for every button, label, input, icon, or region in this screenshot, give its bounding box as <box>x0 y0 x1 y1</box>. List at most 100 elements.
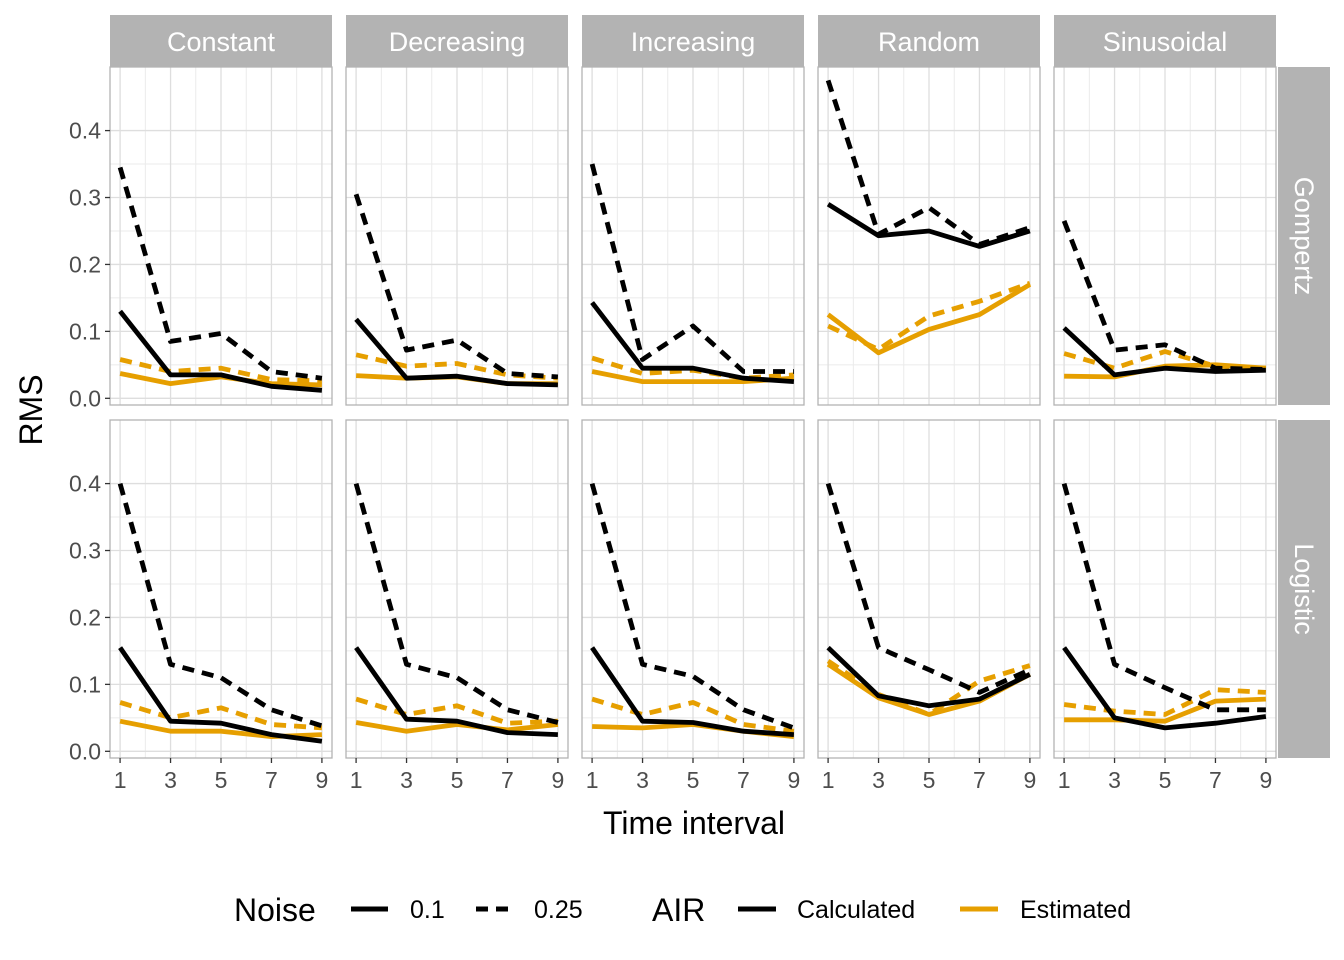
x-tick-label: 9 <box>316 767 329 793</box>
strip-gompertz <box>1278 67 1330 405</box>
y-axis-title: RMS <box>13 374 49 445</box>
series-line-calculated-noise-0.1 <box>590 301 795 384</box>
series-line-calculated-noise-0.1 <box>826 645 1031 709</box>
x-tick-label: 5 <box>687 767 700 793</box>
strip-increasing <box>582 15 804 67</box>
panel-border <box>109 66 333 406</box>
x-tick-label: 3 <box>164 767 177 793</box>
legend-noise-title: Noise <box>234 892 316 928</box>
series-line-calculated-noise-0.1 <box>1062 326 1266 378</box>
series-line-calculated-noise-0.1 <box>826 202 1031 249</box>
y-tick-label: 0.1 <box>69 671 101 697</box>
x-tick-label: 3 <box>636 767 649 793</box>
x-tick-label: 1 <box>114 767 127 793</box>
strip-label-random: Random <box>878 27 980 57</box>
series-line-calculated-noise-0.1 <box>590 646 795 737</box>
y-tick-label: 0.3 <box>69 185 101 211</box>
x-tick-label: 1 <box>586 767 599 793</box>
x-tick-label: 9 <box>1260 767 1273 793</box>
panel-border <box>817 66 1041 406</box>
series-line-calculated-noise-0.25 <box>1061 482 1266 713</box>
y-tick-label: 0.2 <box>69 251 101 277</box>
panel-logistic-decreasing <box>345 419 569 759</box>
y-tick-label: 0.0 <box>69 738 101 764</box>
series-line-calculated-noise-0.25 <box>353 193 559 380</box>
strip-label-sinusoidal: Sinusoidal <box>1103 27 1228 57</box>
strip-sinusoidal <box>1054 15 1276 67</box>
panel-border <box>581 66 805 406</box>
series-line-estimated-noise-0.25 <box>355 352 559 381</box>
x-tick-label: 7 <box>973 767 986 793</box>
x-tick-label: 7 <box>1209 767 1222 793</box>
panel-gompertz-sinusoidal <box>1053 66 1277 406</box>
series-line-estimated-noise-0.25 <box>827 280 1031 352</box>
strip-label-gompertz: Gompertz <box>1289 177 1319 296</box>
y-tick-label: 0.4 <box>69 118 101 144</box>
legend-air-title: AIR <box>652 892 705 928</box>
series-line-estimated-noise-0.1 <box>826 282 1032 356</box>
strip-label-logistic: Logistic <box>1289 543 1319 635</box>
legend-noise-label-0.25: 0.25 <box>534 896 583 924</box>
series-line-calculated-noise-0.25 <box>117 482 323 729</box>
y-tick-label: 0.3 <box>69 538 101 564</box>
x-axis-title: Time interval <box>603 805 785 841</box>
x-tick-label: 5 <box>451 767 464 793</box>
series-line-calculated-noise-0.25 <box>117 166 323 381</box>
x-tick-label: 9 <box>788 767 801 793</box>
series-line-estimated-noise-0.25 <box>119 357 322 384</box>
strip-logistic <box>1278 420 1330 758</box>
panel-logistic-increasing <box>581 419 805 759</box>
strip-label-increasing: Increasing <box>631 27 756 57</box>
strip-decreasing <box>346 15 568 67</box>
y-tick-label: 0.4 <box>69 471 101 497</box>
panel-gompertz-decreasing <box>345 66 569 406</box>
x-tick-label: 9 <box>552 767 565 793</box>
x-tick-label: 3 <box>1108 767 1121 793</box>
series-line-calculated-noise-0.25 <box>589 163 794 374</box>
strip-label-constant: Constant <box>167 27 276 57</box>
series-line-calculated-noise-0.1 <box>118 309 323 393</box>
x-tick-label: 3 <box>400 767 413 793</box>
series-line-estimated-noise-0.25 <box>1063 349 1266 371</box>
series-line-estimated-noise-0.25 <box>826 658 1031 717</box>
series-line-estimated-noise-0.25 <box>591 696 795 734</box>
x-tick-label: 5 <box>215 767 228 793</box>
series-line-calculated-noise-0.25 <box>1061 220 1266 372</box>
strip-constant <box>110 15 332 67</box>
series-line-estimated-noise-0.25 <box>119 700 323 731</box>
x-tick-label: 3 <box>872 767 885 793</box>
x-tick-label: 5 <box>923 767 936 793</box>
y-tick-label: 0.2 <box>69 604 101 630</box>
legend: Noise 0.1 0.25 AIR Calculated Estimated <box>234 892 1131 928</box>
legend-air-label-calculated: Calculated <box>797 896 915 924</box>
series-line-calculated-noise-0.1 <box>354 317 558 388</box>
panel-gompertz-increasing <box>581 66 805 406</box>
panel-border <box>345 66 569 406</box>
x-tick-label: 1 <box>1058 767 1071 793</box>
x-tick-label: 7 <box>501 767 514 793</box>
panels: Constant Decreasing Increasing Random Sinuso… <box>109 15 1330 759</box>
series-line-estimated-noise-0.1 <box>1064 696 1266 724</box>
series-line-calculated-noise-0.25 <box>825 79 1031 247</box>
strip-random <box>818 15 1040 67</box>
series-line-calculated-noise-0.25 <box>353 482 559 725</box>
x-tick-label: 9 <box>1024 767 1037 793</box>
x-tick-label: 7 <box>737 767 750 793</box>
y-axis: 0.0 0.1 0.2 0.3 0.4 0.0 0.1 0.2 0.3 0.4 <box>69 118 110 764</box>
legend-air-label-estimated: Estimated <box>1020 896 1131 924</box>
panel-border <box>1053 66 1277 406</box>
panel-gompertz-random <box>817 66 1041 406</box>
y-tick-label: 0.1 <box>69 318 101 344</box>
x-tick-label: 5 <box>1159 767 1172 793</box>
series-line-estimated-noise-0.25 <box>1063 687 1267 717</box>
series-line-calculated-noise-0.1 <box>354 646 558 737</box>
x-tick-label: 1 <box>822 767 835 793</box>
panel-gompertz-constant <box>109 66 333 406</box>
x-tick-label: 7 <box>265 767 278 793</box>
strip-label-decreasing: Decreasing <box>389 27 526 57</box>
series-line-calculated-noise-0.25 <box>825 482 1031 695</box>
series-line-calculated-noise-0.1 <box>1062 646 1267 731</box>
panel-logistic-sinusoidal <box>1053 419 1277 759</box>
